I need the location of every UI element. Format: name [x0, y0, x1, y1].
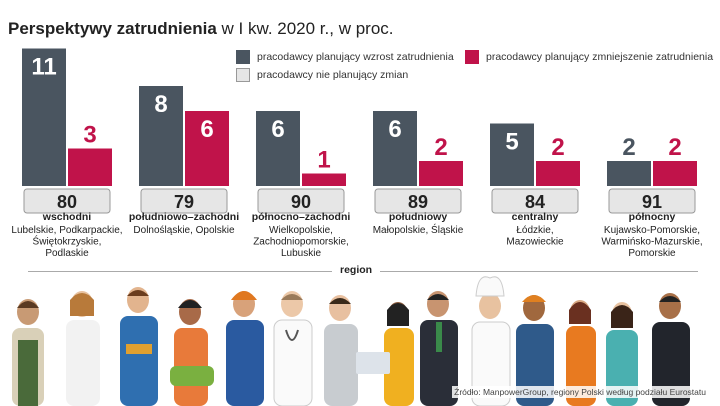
legend-decrease: pracodawcy planujący zmniejszenie zatrud…: [465, 50, 713, 64]
bar-increase-2: [256, 111, 300, 186]
person-worker-white: [66, 291, 100, 406]
bar-decrease-1: [185, 111, 229, 186]
bar-increase-label-4: 5: [505, 129, 518, 156]
person-office-woman: [356, 302, 414, 406]
bar-increase-label-0: 11: [31, 54, 56, 81]
nochange-box-1: [140, 188, 228, 214]
nochange-box-3: [374, 188, 462, 214]
region-name-3: południowy: [389, 211, 447, 223]
region-provinces-1-0: Dolnośląskie, Opolskie: [133, 225, 235, 236]
nochange-box-5: [608, 188, 696, 214]
legend-nochange: pracodawcy nie planujący zmian: [236, 68, 408, 82]
title-bold: Perspektywy zatrudnienia: [8, 19, 217, 38]
bar-increase-5: [607, 161, 651, 186]
legend-increase-swatch: [236, 50, 250, 64]
bar-increase-4: [490, 123, 534, 186]
bar-decrease-4: [536, 161, 580, 186]
nochange-value-0: 80: [57, 192, 77, 212]
bar-increase-label-2: 6: [271, 116, 284, 143]
bar-increase-label-1: 8: [154, 91, 167, 118]
bar-increase-1: [139, 86, 183, 186]
nochange-box-0: [23, 188, 111, 214]
region-name-1: południowo–zachodni: [129, 211, 239, 223]
bar-decrease-0: [68, 148, 112, 186]
region-provinces-4-1: Mazowieckie: [506, 237, 564, 248]
nochange-value-5: 91: [642, 192, 662, 212]
bar-increase-label-5: 2: [622, 134, 635, 161]
region-provinces-0-1: Świętokrzyskie,: [33, 235, 102, 248]
bar-decrease-3: [419, 161, 463, 186]
person-farmer: [12, 299, 44, 406]
bar-increase-3: [373, 111, 417, 186]
legend-nochange-label: pracodawcy nie planujący zmian: [257, 69, 409, 81]
region-name-0: wschodni: [42, 211, 92, 223]
bar-decrease-5: [653, 161, 697, 186]
bar-decrease-label-4: 2: [551, 134, 564, 161]
workers-illustration: [12, 276, 690, 406]
person-manager: [652, 293, 690, 406]
person-businessman: [420, 291, 458, 406]
legend-increase: pracodawcy planujący wzrost zatrudnienia: [236, 50, 454, 64]
region-provinces-5-2: Pomorskie: [628, 248, 676, 259]
person-mechanic: [516, 295, 554, 406]
nochange-value-1: 79: [174, 192, 194, 212]
bar-decrease-label-5: 2: [668, 134, 681, 161]
bar-increase-0: [22, 48, 66, 186]
region-provinces-2-0: Wielkopolskie,: [269, 225, 333, 236]
region-axis-label: region: [332, 264, 381, 276]
region-name-4: centralny: [512, 211, 559, 223]
bar-decrease-label-0: 3: [83, 122, 96, 149]
chart-title: Perspektywy zatrudnienia w I kw. 2020 r.…: [8, 19, 394, 39]
nochange-box-4: [491, 188, 579, 214]
legend-increase-label: pracodawcy planujący wzrost zatrudnienia: [257, 51, 454, 63]
bar-decrease-label-1: 6: [200, 116, 213, 143]
nochange-value-4: 84: [525, 192, 545, 212]
region-provinces-5-0: Kujawsko-Pomorskie,: [604, 225, 700, 236]
region-provinces-4-0: Łódzkie,: [516, 225, 553, 236]
person-craftsman: [120, 287, 158, 406]
bar-increase-label-3: 6: [388, 116, 401, 143]
nochange-value-2: 90: [291, 192, 311, 212]
person-grocer: [170, 299, 214, 406]
region-provinces-2-2: Lubuskie: [281, 248, 321, 259]
region-provinces-0-0: Lubelskie, Podkarpackie,: [11, 225, 122, 236]
legend-nochange-swatch: [236, 68, 250, 82]
region-provinces-0-2: Podlaskie: [45, 248, 89, 259]
region-provinces-5-1: Warmińsko-Mazurskie,: [601, 237, 702, 248]
nochange-value-3: 89: [408, 192, 428, 212]
source-note: Źródło: ManpowerGroup, regiony Polski we…: [452, 386, 708, 398]
person-doctor: [273, 291, 313, 406]
legend-decrease-swatch: [465, 50, 479, 64]
region-provinces-2-1: Zachodniopomorskie,: [253, 237, 349, 248]
person-builder: [226, 291, 264, 406]
person-engineer: [324, 295, 358, 406]
region-name-2: północno–zachodni: [252, 211, 351, 223]
region-provinces-3-0: Małopolskie, Śląskie: [373, 223, 464, 236]
bar-decrease-label-3: 2: [434, 134, 447, 161]
title-rest: w I kw. 2020 r., w proc.: [216, 19, 394, 38]
legend-decrease-label: pracodawcy planujący zmniejszenie zatrud…: [486, 51, 714, 63]
bar-decrease-label-2: 1: [317, 147, 330, 174]
region-name-5: północny: [629, 211, 676, 223]
nochange-box-2: [257, 188, 345, 214]
person-chef: [471, 276, 511, 406]
bar-decrease-2: [302, 173, 346, 186]
